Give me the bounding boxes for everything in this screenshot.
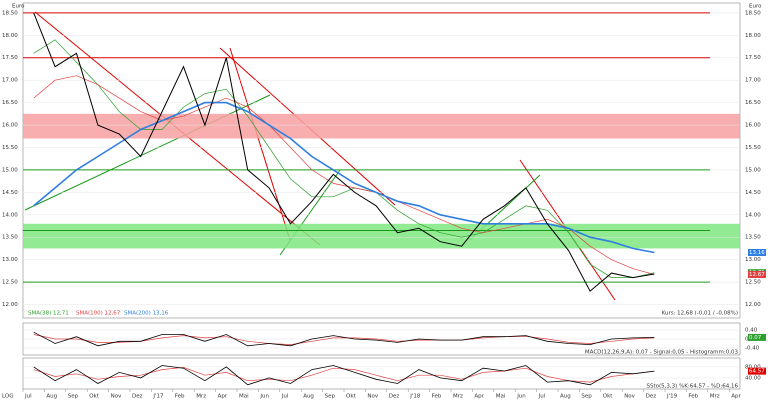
y-tick-label: 18.00 [745,33,761,39]
trendlines [24,11,616,301]
x-tick-label: Sep [68,394,79,400]
x-tick-label: Nov [367,394,378,400]
value-tag [748,270,766,278]
legend-entry: SMA(38) 12,71 [28,311,69,317]
y-tick-label: 17.50 [2,55,18,61]
y-tick-label: 16.50 [745,100,761,106]
value-tag-label: 13.16 [749,250,765,256]
value-tag [748,248,766,256]
x-tick-label: Mrz [710,394,720,400]
sma-line [33,101,655,254]
x-tick-label: Aug [303,394,314,400]
y-tick-label: 80.00 [745,364,761,370]
x-tick-label: Okt [603,394,614,400]
macd-line [33,331,655,347]
y-tick-label: 12.50 [745,280,761,286]
y-tick-label: 17.00 [2,78,18,84]
x-tick-label: J'17 [152,394,164,400]
value-tag [748,367,766,375]
y-tick-label: 14.00 [2,212,18,218]
y-tick-label: 13.50 [745,235,761,241]
sma-line [33,39,655,278]
x-tick-label: Jul [24,394,32,400]
y-tick-label: 16.00 [2,123,18,129]
x-tick-label: Nov [624,394,635,400]
x-tick-label: Okt [89,394,100,400]
x-tick-label: J'19 [666,394,678,400]
y-tick-label: 40.00 [745,375,761,381]
x-tick-label: Mai [496,394,506,400]
ssto-title: SSto(5,3,3) %K:64,57 - %D:64,16 [646,384,738,390]
x-tick-label: Mrz [196,394,206,400]
y-tick-label: 13.00 [2,257,18,263]
value-tag-label: 0.07 [749,335,762,341]
y-tick-label: 18.50 [2,10,18,16]
y-tick-label: 14.00 [745,212,761,218]
price-line [33,12,655,292]
zone [23,223,740,249]
x-tick-label: Dez [389,394,400,400]
price-info: Kurs: 12,68 (-0,01 / -0,08%) [662,311,738,317]
value-tag [748,333,766,341]
y-tick-label: 15.00 [2,167,18,173]
x-tick-label: Apr [218,394,228,400]
y-tick-label: 17.00 [745,78,761,84]
x-tick-label: Jul [538,394,546,400]
y-axis-label: Euro [12,4,25,10]
y-tick-label: 0.40 [745,327,758,333]
x-tick-label: Apr [474,394,484,400]
y-axis-label: Euro [749,4,762,10]
y-tick-label: 12.50 [2,280,18,286]
x-tick-label: Aug [46,394,57,400]
y-tick-label: 13.50 [2,235,18,241]
y-tick-label: 14.50 [745,190,761,196]
value-tag-label: 12.67 [749,272,765,278]
ssto-frame [22,357,741,390]
x-tick-label: J'18 [409,394,421,400]
x-tick-label: Jun [516,394,526,400]
scale-label: LOG [2,394,13,400]
x-tick-label: Okt [346,394,357,400]
y-tick-label: 18.50 [745,10,761,16]
x-tick-label: Mrz [453,394,463,400]
y-tick-label: 15.00 [745,167,761,173]
x-tick-label: Nov [111,394,122,400]
y-tick-label: 14.50 [2,190,18,196]
y-tick-label: 17.50 [745,55,761,61]
y-tick-label: 16.50 [2,100,18,106]
trendline [24,94,271,211]
x-tick-label: Sep [325,394,336,400]
x-tick-label: Mai [239,394,249,400]
y-tick-label: 15.50 [2,145,18,151]
zone [23,113,740,139]
x-tick-label: Dez [646,394,657,400]
x-tick-label: Feb [175,394,185,400]
y-tick-label: 13.00 [745,257,761,263]
legend-entry: SMA(200) 13,16 [124,311,169,317]
y-tick-label: 15.50 [745,145,761,151]
trendline [229,47,291,241]
legend-entry: SMA(100) 12,67 [76,311,121,317]
x-tick-label: Aug [560,394,571,400]
d-line [33,367,655,383]
y-tick-label: 12.00 [745,302,761,308]
x-tick-label: Feb [688,394,698,400]
k-line [33,365,655,386]
sma-line [33,75,655,275]
main-frame [22,2,741,319]
value-tag-label: 64.57 [749,369,765,375]
x-tick-label: Jun [259,394,269,400]
y-tick-label: 16.00 [745,123,761,129]
y-tick-label: -0.40 [745,346,760,352]
x-tick-label: Jul [281,394,289,400]
x-tick-label: Apr [731,394,741,400]
macd-title: MACD(12,26,9,A): 0,07 - Signal:0,05 - Hi… [585,350,739,356]
x-tick-label: Sep [581,394,592,400]
y-tick-label: 18.00 [2,33,18,39]
x-tick-label: Dez [132,394,143,400]
x-tick-label: Feb [432,394,442,400]
y-tick-label: 12.00 [2,302,18,308]
